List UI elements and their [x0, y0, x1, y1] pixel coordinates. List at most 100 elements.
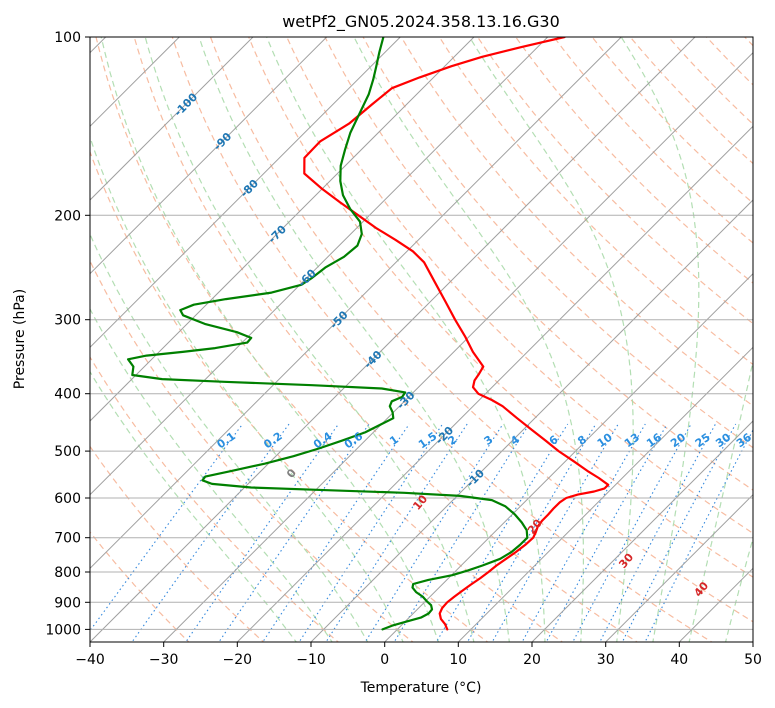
background-lines	[90, 24, 775, 645]
moist-adiabat-label: 30	[616, 551, 636, 571]
mixing-ratio-label: 3	[482, 433, 496, 448]
mixing-ratio-line	[325, 423, 468, 642]
moist-adiabat-line	[198, 37, 510, 642]
plot-frame	[89, 36, 754, 643]
dry-adiabat-line	[90, 259, 414, 642]
mixing-ratio-label: 36	[734, 431, 754, 451]
chart-title: wetPf2_GN05.2024.358.13.16.G30	[282, 12, 560, 32]
moist-adiabat-label: 40	[691, 579, 711, 599]
isotherm-line	[90, 37, 696, 642]
overlay-labels: 0.1 0.2 0.4 0.6 1 1.5 2 3 4 6 8 10 13 16 20 25 30 36-100-…	[172, 90, 754, 599]
dry-adiabat-line	[514, 37, 753, 284]
y-tick-label: 300	[54, 313, 81, 329]
y-tick-label: 900	[54, 595, 81, 611]
mixing-ratio-line	[185, 423, 340, 642]
moist-adiabat-label: 10	[410, 492, 430, 512]
sounding-profiles	[127, 37, 610, 631]
dry-adiabat-line	[133, 37, 639, 642]
isotherm-line	[90, 37, 328, 275]
dry-adiabat-line	[90, 445, 265, 642]
isotherm-line	[90, 37, 401, 349]
x-tick-label: 40	[670, 652, 688, 668]
y-tick-label: 400	[54, 387, 81, 403]
moist-adiabat-label: 0	[284, 466, 299, 480]
moist-adiabat-line	[688, 358, 753, 642]
mixing-ratio-label: 25	[693, 431, 713, 450]
y-tick-label: 500	[54, 444, 81, 460]
dry-adiabat-line	[248, 37, 753, 578]
dry-adiabat-line	[362, 37, 753, 449]
mixing-ratio-line	[621, 423, 737, 642]
isotherm-label: -100	[172, 90, 201, 119]
dry-adiabat-line	[770, 24, 775, 645]
dry-adiabat-line	[591, 37, 753, 204]
isotherm-line	[531, 420, 753, 642]
y-tick-label: 600	[54, 491, 81, 507]
moist-adiabat-line	[724, 536, 753, 642]
mixing-ratio-line	[435, 423, 569, 642]
mixing-ratio-label: 0.2	[261, 430, 284, 452]
mixing-ratio-line	[364, 423, 504, 642]
x-tick-label: 50	[744, 652, 762, 668]
x-tick-label: −30	[149, 652, 179, 668]
moist-adiabat-line	[620, 37, 700, 642]
mixing-ratio-line	[466, 423, 597, 642]
x-tick-label: −10	[296, 652, 326, 668]
dewpoint-profile-line	[127, 37, 529, 631]
mixing-ratio-label: 8	[575, 433, 589, 448]
dry-adiabat-line	[400, 37, 753, 407]
dry-adiabat-line	[667, 37, 753, 125]
mixing-ratio-label: 6	[547, 433, 561, 448]
moist-adiabat-line	[90, 307, 333, 642]
y-tick-label: 200	[54, 208, 81, 224]
isotherm-line	[605, 493, 753, 642]
isotherm-line	[457, 346, 753, 642]
isotherm-line	[90, 37, 475, 422]
mixing-ratio-line	[298, 423, 444, 642]
x-tick-label: −40	[75, 652, 105, 668]
isotherm-line	[236, 125, 753, 642]
moist-adiabat-line	[468, 37, 634, 642]
isotherm-line	[752, 641, 753, 642]
isotherm-line	[678, 567, 753, 642]
x-tick-label: 20	[523, 652, 541, 668]
isotherm-line	[384, 272, 753, 642]
isobar-gridlines	[90, 37, 753, 630]
mixing-ratio-label: 0.4	[311, 429, 335, 451]
x-tick-label: −20	[223, 652, 253, 668]
mixing-ratio-label: 13	[622, 431, 642, 450]
dry-adiabat-line	[286, 37, 753, 534]
mixing-ratio-line	[262, 423, 410, 642]
isotherm-line	[90, 37, 622, 570]
mixing-ratio-label: 0.1	[215, 430, 238, 452]
isotherm-line	[310, 199, 753, 642]
temperature-profile-line	[303, 37, 610, 631]
mixing-ratio-label: 30	[713, 431, 733, 451]
dry-adiabat-line	[324, 37, 753, 491]
dry-adiabat-line	[438, 37, 753, 366]
moist-adiabat-line	[100, 37, 440, 642]
mixing-ratio-label: 16	[644, 431, 664, 451]
isotherm-label: -50	[327, 308, 350, 331]
moist-adiabat-line	[90, 370, 298, 642]
mixing-ratio-line	[572, 423, 692, 642]
dry-adiabat-line	[743, 37, 753, 47]
y-tick-label: 800	[54, 565, 81, 581]
y-tick-label: 1000	[45, 622, 81, 638]
isotherm-line	[90, 37, 254, 201]
dry-adiabat-line	[705, 37, 753, 86]
mixing-ratio-line	[491, 423, 619, 642]
moist-adiabat-line	[90, 232, 369, 642]
isotherm-label: -80	[238, 177, 261, 200]
x-tick-label: 10	[449, 652, 467, 668]
mixing-ratio-line	[393, 423, 530, 642]
mixing-ratio-line	[545, 423, 668, 642]
isotherm-line	[90, 37, 549, 496]
mixing-ratio-line	[521, 423, 646, 642]
mixing-ratio-line	[599, 423, 716, 642]
dry-adiabat-line	[90, 150, 489, 642]
mixing-ratio-line	[218, 423, 370, 642]
y-tick-label: 700	[54, 531, 81, 547]
